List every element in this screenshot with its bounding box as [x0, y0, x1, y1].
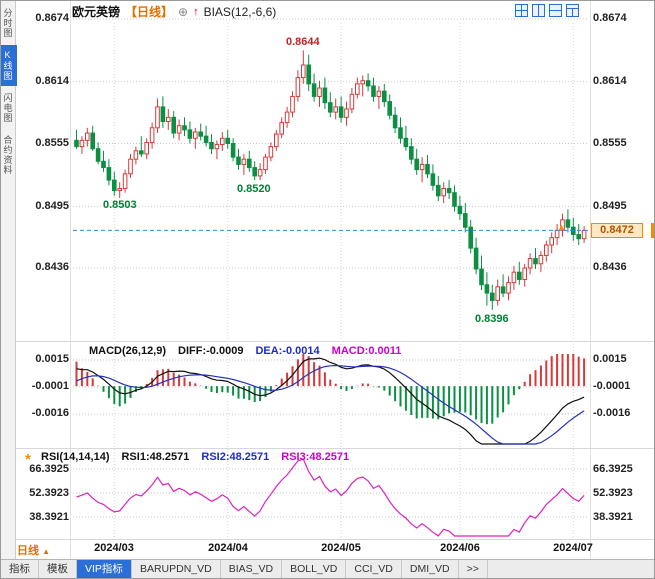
period-dropdown-button[interactable]: 日线 ▲: [17, 545, 50, 557]
layout-mixed-split-icon[interactable]: [566, 4, 579, 17]
rsi-axis-label: 38.3921: [29, 511, 69, 523]
tab-cci-vd[interactable]: CCI_VD: [346, 560, 402, 578]
axis-divider-left: [70, 1, 71, 558]
panel-divider-macd: [1, 341, 654, 342]
rsi1-value: RSI1:48.2571: [121, 451, 190, 463]
rsi3-value: RSI3:48.2571: [281, 451, 350, 463]
macd-dea-value: DEA:-0.0014: [255, 345, 320, 357]
price-axis-label: 0.8555: [35, 137, 69, 149]
tab-more[interactable]: >>: [459, 560, 488, 578]
indicator-settings-icon[interactable]: *: [25, 451, 31, 468]
rsi-axis-label: 66.3925: [29, 463, 69, 475]
tab-templates[interactable]: 模板: [39, 560, 77, 578]
dropup-arrow-icon: ▲: [42, 547, 50, 556]
macd-panel-header: MACD(26,12,9) DIFF:-0.0009 DEA:-0.0014 M…: [89, 345, 401, 357]
time-axis-label: 2024/05: [321, 542, 361, 554]
sidebar-item-contract-info[interactable]: 合约资料: [2, 135, 13, 175]
tab-boll-vd[interactable]: BOLL_VD: [282, 560, 347, 578]
macd-bar-value: MACD:0.0011: [331, 345, 402, 357]
panel-divider-timeaxis: [1, 539, 654, 540]
tab-indicators[interactable]: 指标: [1, 560, 39, 578]
annotation-high: 0.8644: [286, 36, 320, 48]
time-axis-label: 2024/04: [208, 542, 248, 554]
price-axis-label: 0.8555: [593, 137, 627, 149]
rsi-axis-label: 38.3921: [593, 511, 633, 523]
time-axis-label: 2024/03: [94, 542, 134, 554]
rsi-axis-label: 52.3923: [593, 487, 633, 499]
left-sidebar: 分时图 K线图 闪电图 合约资料: [1, 1, 17, 559]
price-axis-label: 0.8436: [593, 261, 627, 273]
layout-switcher: [515, 4, 579, 17]
rsi-title[interactable]: RSI(14,14,14): [41, 451, 110, 463]
macd-axis-label: 0.0015: [35, 353, 69, 365]
annotation-low: 0.8396: [475, 313, 509, 325]
annotation-swing-low2: 0.8520: [237, 183, 271, 195]
price-axis-label: 0.8436: [35, 261, 69, 273]
price-axis-label: 0.8614: [593, 75, 627, 87]
sidebar-item-lightning-chart[interactable]: 闪电图: [2, 93, 13, 123]
layout-horizontal-split-icon[interactable]: [549, 4, 562, 17]
macd-axis-label: -0.0001: [31, 380, 69, 392]
price-axis-label: 0.8674: [593, 12, 627, 24]
price-axis-label: 0.8495: [35, 200, 69, 212]
overlay-indicator-label[interactable]: BIAS(12,-6,6): [203, 4, 277, 19]
price-axis-label: 0.8674: [35, 12, 69, 24]
rsi-axis-label: 52.3923: [29, 487, 69, 499]
current-price-arrow-icon: ▲: [557, 222, 566, 232]
panel-divider-rsi: [1, 448, 654, 449]
price-axis-label: 0.8614: [35, 75, 69, 87]
sidebar-item-kline-chart[interactable]: K线图: [1, 45, 17, 86]
macd-axis-label: 0.0015: [593, 353, 627, 365]
macd-axis-label: -0.0016: [593, 407, 631, 419]
period-tag[interactable]: 【日线】: [125, 5, 174, 19]
current-price-tag: 0.8472: [591, 223, 643, 238]
layout-vertical-split-icon[interactable]: [532, 4, 545, 17]
macd-title[interactable]: MACD(26,12,9): [89, 345, 167, 357]
sidebar-item-timeshare-chart[interactable]: 分时图: [2, 8, 13, 38]
add-indicator-icon[interactable]: ⊕: [178, 4, 189, 19]
chart-header: 欧元英镑 【日线】 ⊕ ↑ BIAS(12,-6,6): [72, 3, 276, 20]
layout-grid-icon[interactable]: [515, 4, 528, 17]
tab-bias-vd[interactable]: BIAS_VD: [221, 560, 283, 578]
tab-vip-indicators[interactable]: VIP指标: [77, 560, 132, 578]
indicator-toolbar: 指标 模板 VIP指标 BARUPDN_VD BIAS_VD BOLL_VD C…: [1, 559, 654, 578]
macd-diff-value: DIFF:-0.0009: [178, 345, 244, 357]
time-axis-label: 2024/06: [440, 542, 480, 554]
time-axis-label: 2024/07: [553, 542, 593, 554]
price-scroll-marker: [651, 223, 654, 238]
symbol-name: 欧元英镑: [72, 5, 121, 19]
rsi-panel-header: RSI(14,14,14) RSI1:48.2571 RSI2:48.2571 …: [41, 451, 349, 463]
rsi2-value: RSI2:48.2571: [201, 451, 270, 463]
macd-axis-label: -0.0001: [593, 380, 631, 392]
price-axis-label: 0.8495: [593, 200, 627, 212]
axis-divider-right: [590, 1, 591, 558]
rsi-axis-label: 66.3925: [593, 463, 633, 475]
alert-arrow-icon: ↑: [193, 5, 199, 18]
tab-barupdn-vd[interactable]: BARUPDN_VD: [132, 560, 221, 578]
tab-dmi-vd[interactable]: DMI_VD: [402, 560, 459, 578]
annotation-swing-low1: 0.8503: [103, 199, 137, 211]
macd-axis-label: -0.0016: [31, 407, 69, 419]
